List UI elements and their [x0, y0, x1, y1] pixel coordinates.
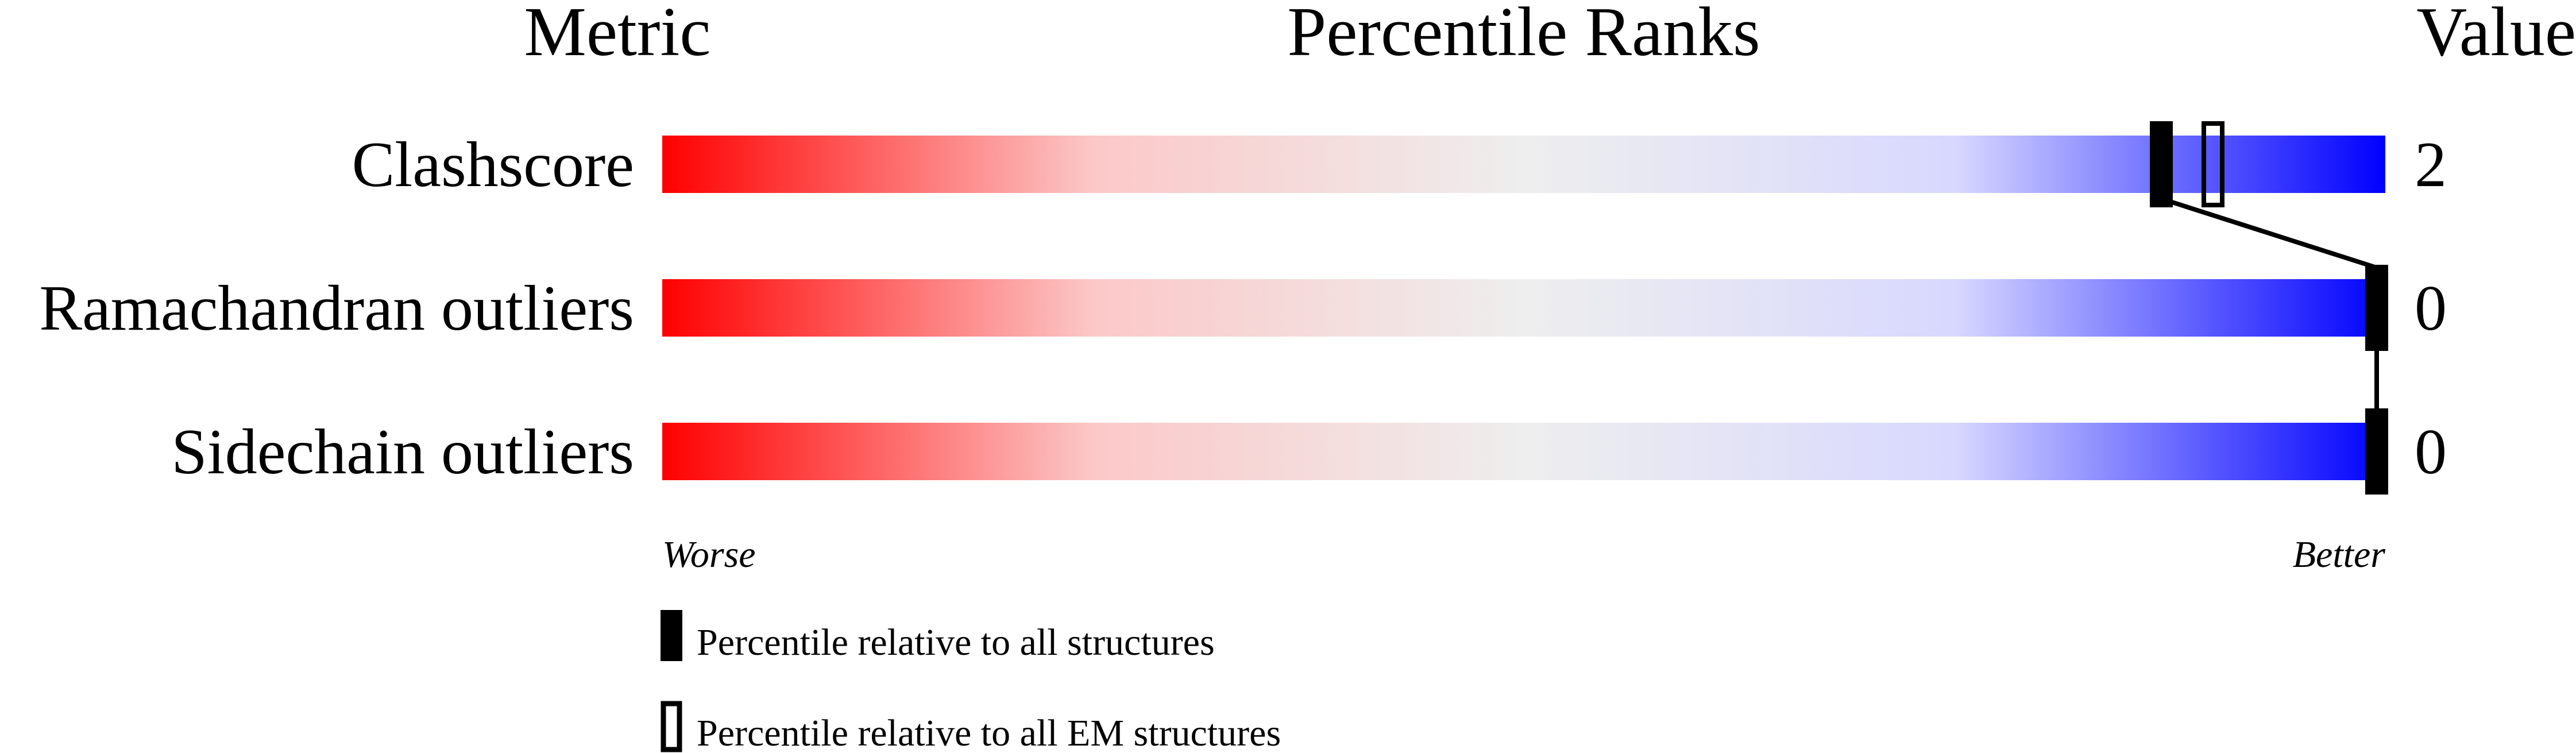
legend-label-em: Percentile relative to all EM structures	[697, 712, 1281, 753]
marker-all-structures	[2150, 121, 2173, 207]
connector-line	[2160, 196, 2378, 270]
metric-label: Sidechain outliers	[171, 416, 634, 488]
marker-em-structures	[2202, 121, 2224, 207]
percentile-bar	[662, 423, 2385, 480]
header-metric: Metric	[524, 0, 710, 71]
marker-all-structures	[2365, 408, 2388, 495]
legend-label-all: Percentile relative to all structures	[697, 621, 1215, 663]
chart-title: Percentile Ranks	[1287, 0, 1760, 71]
metric-label: Clashscore	[352, 129, 634, 200]
axis-label-better: Better	[2293, 534, 2386, 576]
marker-all-structures	[2365, 265, 2388, 351]
metric-value: 2	[2415, 129, 2447, 200]
legend-filled-marker	[661, 610, 682, 661]
percentile-bar	[662, 279, 2385, 337]
axis-label-worse: Worse	[662, 534, 756, 576]
header-value: Value	[2416, 0, 2576, 71]
metric-label: Ramachandran outliers	[39, 273, 634, 344]
metric-value: 0	[2415, 416, 2447, 488]
legend-hollow-marker	[661, 701, 682, 752]
metric-value: 0	[2415, 273, 2447, 344]
percentile-bar	[662, 136, 2385, 193]
